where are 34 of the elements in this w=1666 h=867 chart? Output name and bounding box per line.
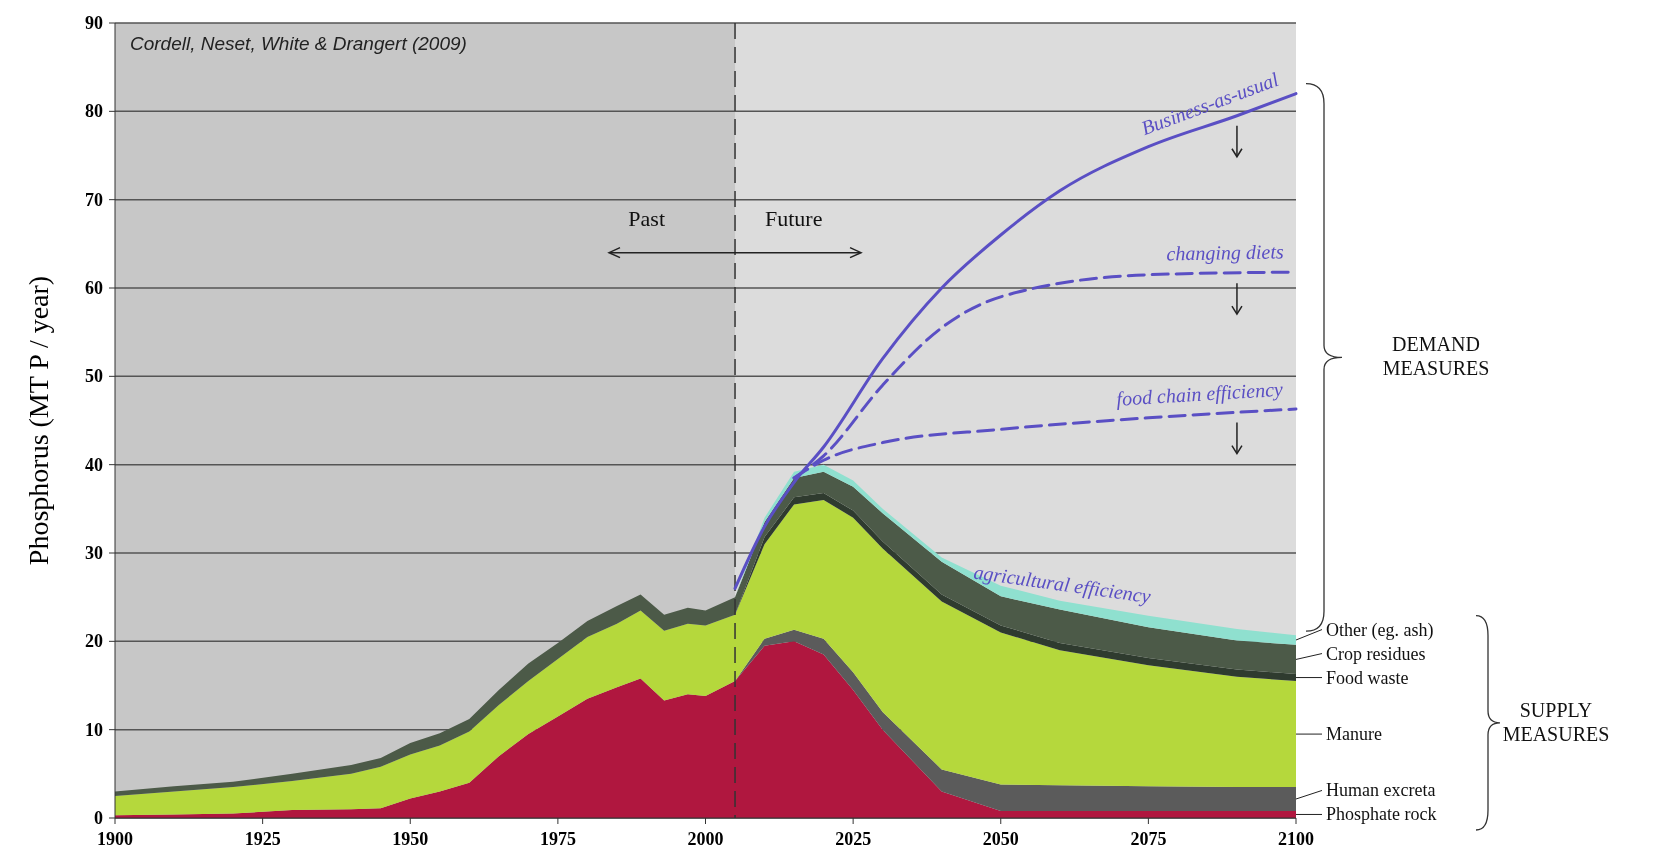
y-tick-label: 80 [85, 101, 103, 122]
y-tick-label: 90 [85, 13, 103, 33]
series-label: food chain efficiency [1115, 377, 1284, 411]
y-tick-label: 30 [85, 543, 103, 563]
series-label: Human excreta [1326, 780, 1436, 801]
y-tick-label: 70 [85, 189, 103, 210]
y-tick-label: 40 [85, 454, 103, 475]
series-label: Food waste [1326, 667, 1409, 688]
y-tick-label: 50 [85, 366, 103, 387]
annotation: agricultural efficiency [972, 560, 1153, 609]
y-tick-label: 0 [94, 808, 103, 828]
x-tick-label: 2100 [1278, 829, 1314, 849]
y-axis-title: Phosphorus (MT P / year) [23, 275, 54, 566]
y-tick-label: 20 [85, 631, 103, 652]
text: SUPPLY MEASURES [1502, 698, 1610, 745]
series-label: Manure [1326, 724, 1382, 745]
x-tick-label: 1975 [539, 829, 576, 849]
series-label: changing diets [1166, 240, 1285, 266]
x-tick-label: 1900 [97, 829, 133, 849]
y-tick-label: 10 [85, 719, 103, 740]
x-tick-label: 2025 [835, 829, 872, 849]
series-label: Phosphate rock [1326, 804, 1437, 825]
x-tick-label: 1950 [392, 829, 429, 849]
series-label: Crop residues [1326, 643, 1426, 664]
annotation: Future [765, 206, 823, 232]
x-tick-label: 2000 [687, 829, 724, 849]
y-tick-label: 60 [85, 278, 103, 298]
series-label: Other (eg. ash) [1326, 619, 1434, 641]
x-tick-label: 2050 [982, 829, 1019, 849]
annotation: Past [628, 206, 666, 232]
annotation: Cordell, Neset, White & Drangert (2009) [130, 33, 467, 54]
x-tick-label: 1925 [244, 829, 281, 849]
text: DEMAND MEASURES [1382, 333, 1490, 380]
x-tick-label: 2075 [1130, 829, 1167, 849]
